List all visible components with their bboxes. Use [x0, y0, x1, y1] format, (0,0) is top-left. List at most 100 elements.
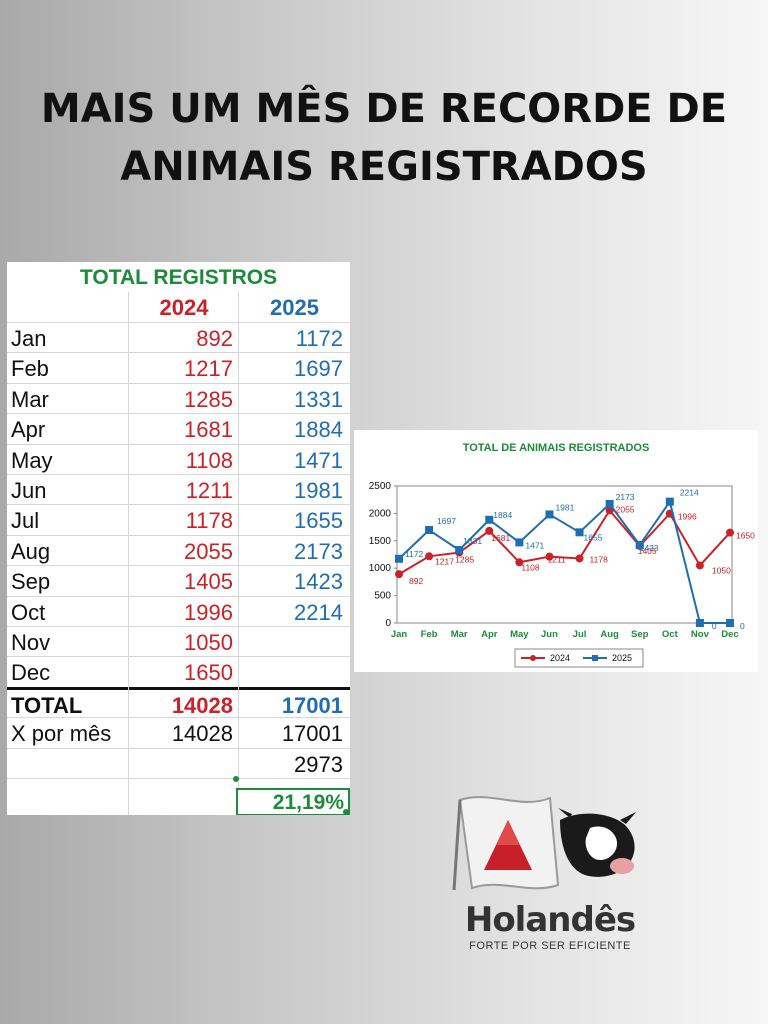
y-tick-label: 0	[385, 618, 391, 629]
table-row: May 1108 1471	[7, 443, 350, 475]
value-2025[interactable]: 1471	[294, 447, 343, 473]
value-2024[interactable]: 1405	[184, 569, 233, 595]
flag-cow-icon	[452, 796, 636, 891]
value-2024[interactable]: 2055	[184, 538, 233, 564]
value-2024[interactable]: 1681	[184, 417, 233, 443]
value-2025[interactable]: 1884	[294, 417, 343, 443]
value-2024[interactable]: 1996	[184, 599, 233, 625]
value-2024[interactable]: 14028	[171, 692, 233, 718]
value-2024[interactable]: 1650	[184, 660, 233, 686]
row-label[interactable]: Jan	[11, 326, 47, 351]
data-point-2025	[665, 497, 674, 506]
data-label-2024: 1405	[638, 546, 657, 556]
growth-percent-cell[interactable]: 21,19%	[236, 788, 350, 815]
data-point-2025	[515, 538, 524, 547]
data-point-2024	[425, 552, 434, 561]
value-2025[interactable]: 2173	[294, 538, 343, 564]
row-label[interactable]: Nov	[11, 630, 51, 655]
logo-tagline: FORTE POR SER EFICIENTE	[469, 940, 631, 952]
column-divider	[238, 292, 239, 815]
data-label-2025: 1331	[463, 536, 482, 546]
value-2024[interactable]: 1285	[184, 386, 233, 412]
value-2025[interactable]	[239, 627, 343, 657]
table-row: Jun 1211 1981	[7, 474, 350, 505]
value-2024[interactable]	[129, 779, 233, 809]
value-2024[interactable]: 1211	[185, 478, 233, 503]
col-header-2024: 2024	[159, 295, 209, 320]
data-point-2024	[485, 526, 494, 535]
row-label[interactable]: May	[11, 447, 53, 473]
per-month-row: X por mês 14028 17001	[7, 717, 350, 748]
data-point-2024	[695, 561, 704, 570]
row-label[interactable]: Jul	[11, 508, 40, 534]
value-2025[interactable]: 2973	[294, 751, 343, 777]
x-tick-label: Jun	[541, 629, 558, 640]
legend-label-2025: 2025	[612, 653, 632, 663]
row-label[interactable]: Apr	[11, 417, 46, 443]
table-row: Oct 1996 2214	[7, 595, 350, 627]
row-label[interactable]: Jun	[11, 478, 47, 503]
row-label[interactable]: Dec	[11, 660, 51, 686]
row-label[interactable]	[11, 779, 125, 809]
table-row: Nov 1050	[7, 626, 350, 657]
chart-svg: TOTAL DE ANIMAIS REGISTRADOS 0 500 1000 1500…	[369, 442, 755, 668]
value-2024[interactable]: 1217	[184, 356, 233, 382]
data-label-2025: 1172	[405, 549, 424, 559]
data-label-2025: 0	[740, 621, 745, 631]
col-header-2025: 2025	[270, 295, 319, 320]
data-point-2025	[545, 510, 554, 519]
row-label[interactable]: Aug	[11, 538, 51, 564]
table-row: Sep 1405 1423	[7, 565, 350, 596]
data-label-2025: 1471	[525, 540, 544, 550]
value-2025[interactable]: 17001	[281, 692, 343, 718]
selection-handle[interactable]	[343, 809, 349, 815]
line-chart: TOTAL DE ANIMAIS REGISTRADOS 0 500 1000 1500…	[354, 430, 758, 672]
row-label[interactable]	[11, 749, 125, 779]
row-label[interactable]: Feb	[11, 356, 49, 382]
y-tick-label: 2000	[369, 508, 392, 519]
selection-handle[interactable]	[233, 776, 239, 782]
y-tick-label: 2500	[369, 481, 392, 492]
row-label[interactable]: TOTAL	[11, 692, 83, 718]
value-2025[interactable]: 1981	[294, 478, 343, 503]
value-2025[interactable]: 17001	[281, 721, 343, 747]
value-2024[interactable]	[129, 749, 233, 779]
x-tick-label: Dec	[721, 629, 738, 640]
value-2025[interactable]	[239, 657, 343, 687]
value-2025[interactable]: 1655	[294, 508, 343, 534]
y-tick-label: 1000	[369, 563, 392, 574]
value-2024[interactable]: 1050	[184, 630, 233, 655]
value-2025[interactable]: 1331	[294, 386, 343, 412]
table-row: Dec 1650	[7, 656, 350, 687]
row-label[interactable]: X por mês	[11, 721, 112, 747]
data-label-2025: 1981	[555, 502, 574, 512]
row-label[interactable]: Sep	[11, 569, 51, 595]
data-label-2024: 1178	[590, 554, 609, 564]
value-2024[interactable]: 1108	[185, 447, 233, 473]
series-line-2025	[398, 499, 730, 624]
data-point-2024	[575, 554, 584, 563]
row-label[interactable]: Oct	[11, 599, 46, 625]
y-tick-label: 1500	[369, 536, 392, 547]
value-2025[interactable]: 1697	[294, 356, 343, 382]
value-2024[interactable]: 892	[196, 326, 233, 351]
data-label-2024: 892	[409, 576, 423, 586]
value-2024[interactable]: 14028	[171, 721, 233, 747]
data-point-2024	[545, 552, 554, 561]
percent-row	[7, 778, 350, 809]
logo-wordmark: Holandês	[464, 900, 636, 940]
table-row: Aug 2055 2173	[7, 534, 350, 566]
value-2025[interactable]: 1423	[294, 569, 343, 595]
x-tick-label: Jan	[391, 629, 408, 640]
data-point-2024	[395, 570, 403, 579]
holandes-logo: Holandês FORTE POR SER EFICIENTE	[450, 790, 650, 960]
x-tick-label: Mar	[451, 629, 468, 640]
data-point-2025	[485, 515, 494, 524]
data-label-2024: 1050	[712, 565, 731, 575]
value-2024[interactable]: 1178	[185, 508, 233, 534]
row-label[interactable]: Mar	[11, 386, 49, 412]
data-point-2024	[515, 558, 524, 567]
value-2025[interactable]: 2214	[294, 599, 343, 625]
data-point-2025	[455, 546, 464, 555]
value-2025[interactable]: 1172	[295, 326, 343, 351]
